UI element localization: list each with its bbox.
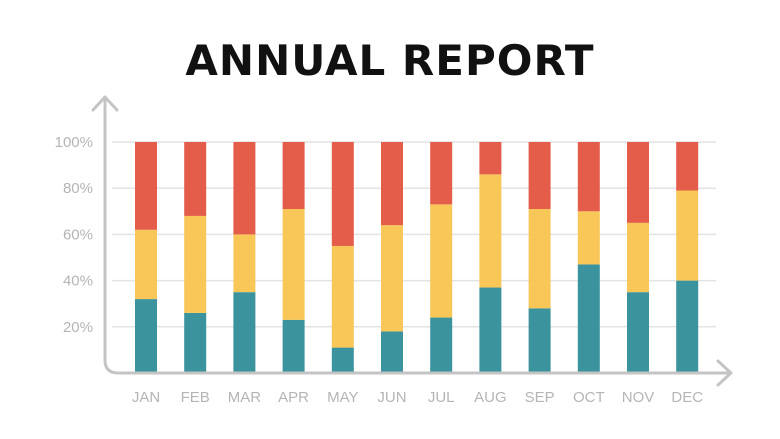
y-tick-label: 80%: [63, 180, 93, 197]
y-tick-label: 100%: [55, 134, 93, 151]
x-tick-labels: JAN FEB MAR APR MAY JUN JUL AUG SEP OCT NOV DEC: [132, 389, 703, 406]
bar-segment-apr-3: [282, 142, 305, 209]
x-axis-arrow-icon: [716, 359, 733, 387]
bar-segment-jan-1: [135, 299, 157, 373]
bar-segment-apr-1: [282, 319, 305, 373]
bar-segment-jul-1: [430, 317, 453, 373]
x-tick-label: AUG: [474, 389, 507, 406]
chart-title: ANNUAL REPORT: [185, 36, 595, 85]
bar-segment-oct-1: [577, 264, 600, 373]
x-tick-label: SEP: [525, 389, 555, 406]
gridlines: [112, 141, 716, 328]
bar-segment-jun-1: [381, 331, 403, 373]
bar-segment-mar-2: [233, 234, 256, 293]
bar-segment-nov-1: [627, 292, 649, 373]
bar-segment-sep-3: [528, 142, 551, 209]
x-tick-label: NOV: [622, 389, 655, 406]
x-tick-label: MAY: [327, 389, 358, 406]
bar-segment-feb-3: [184, 142, 207, 216]
bar-segment-nov-2: [627, 222, 649, 293]
bar-segment-jul-3: [430, 142, 453, 205]
x-tick-label: FEB: [181, 389, 210, 406]
bar-segment-feb-2: [184, 215, 207, 313]
bar-segment-jan-2: [135, 229, 157, 300]
x-tick-label: MAR: [228, 389, 262, 406]
y-tick-label: 40%: [63, 273, 93, 290]
bar-segment-mar-1: [233, 292, 256, 373]
y-axis-arrow-icon: [91, 95, 119, 112]
bar-segment-sep-2: [528, 208, 551, 309]
bar-segment-jun-2: [381, 225, 403, 332]
bar-segment-dec-3: [676, 142, 699, 191]
bar-segment-nov-3: [627, 142, 649, 223]
y-tick-label: 60%: [63, 226, 93, 243]
bar-segment-may-2: [331, 245, 354, 348]
y-tick-labels: 20% 40% 60% 80% 100%: [55, 134, 93, 336]
bar-segment-apr-2: [282, 208, 305, 320]
bar-segment-dec-2: [676, 190, 699, 281]
bar-segment-aug-3: [479, 142, 502, 175]
bar-segment-aug-2: [479, 174, 502, 288]
bar-segment-dec-1: [676, 280, 699, 373]
x-tick-label: JUL: [428, 389, 455, 406]
y-axis-line: [103, 98, 730, 375]
bar-segment-jul-2: [430, 204, 453, 318]
x-tick-label: OCT: [573, 389, 605, 406]
bar-segment-mar-3: [233, 142, 256, 235]
x-tick-label: JAN: [132, 389, 160, 406]
axes: [91, 95, 733, 387]
bar-segment-oct-3: [577, 142, 600, 212]
bar-segment-feb-1: [184, 312, 207, 373]
x-tick-label: JUN: [377, 389, 406, 406]
bar-segment-sep-1: [528, 308, 551, 373]
x-tick-label: APR: [278, 389, 309, 406]
bars: [135, 142, 699, 373]
bar-segment-may-1: [331, 347, 354, 373]
bar-segment-oct-2: [577, 211, 600, 265]
bar-segment-jan-3: [135, 142, 157, 230]
y-tick-label: 20%: [63, 319, 93, 336]
x-tick-label: DEC: [671, 389, 703, 406]
bar-segment-may-3: [331, 142, 354, 246]
bar-segment-aug-1: [479, 287, 502, 373]
bar-segment-jun-3: [381, 142, 403, 226]
